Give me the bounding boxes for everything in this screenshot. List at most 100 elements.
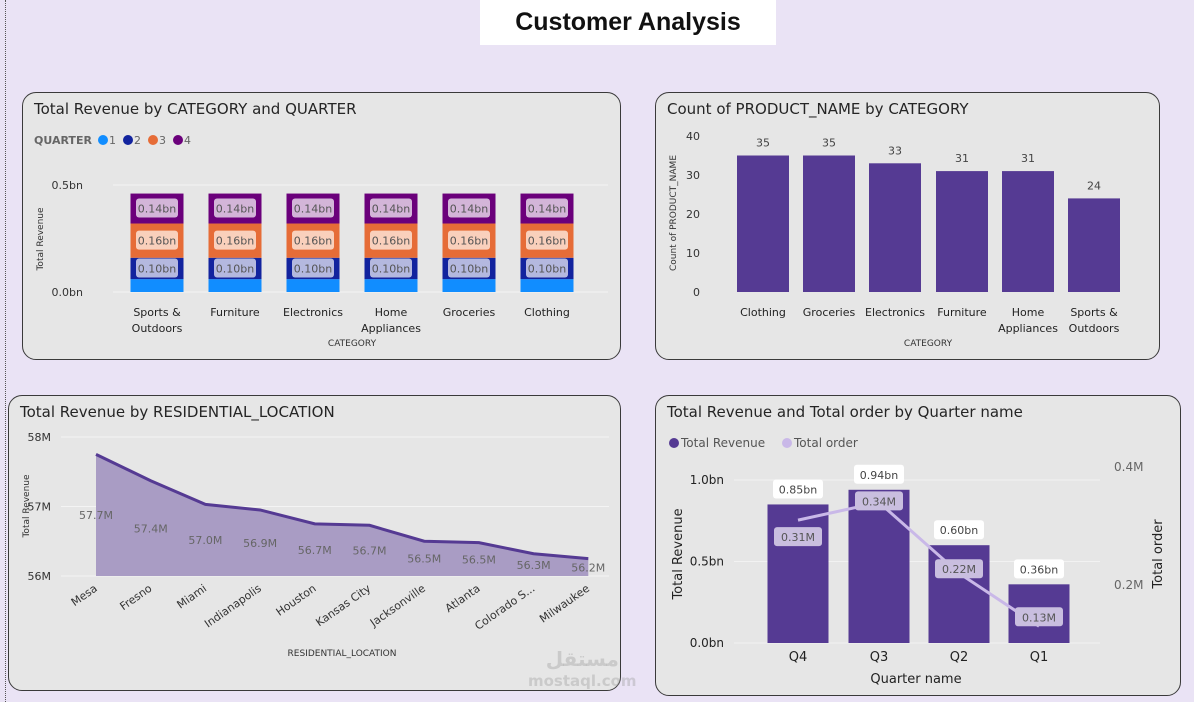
bar	[936, 171, 988, 292]
data-label: 0.14bn	[138, 203, 176, 216]
x-tick-label: Appliances	[361, 322, 421, 335]
data-label: 0.14bn	[216, 203, 254, 216]
x-tick-label: Furniture	[937, 306, 987, 319]
data-label-bg	[855, 491, 903, 511]
data-label-bg	[370, 230, 412, 250]
x-tick-label: Sports &	[1070, 306, 1118, 319]
bar	[848, 489, 910, 643]
x-tick-label: Miami	[175, 582, 210, 612]
revenue-orders-by-quarter-chart[interactable]: Total Revenue and Total order by Quarter…	[655, 395, 1181, 696]
y-axis-title: Total Revenue	[22, 474, 32, 539]
x-tick-label: Electronics	[283, 306, 343, 319]
revenue-by-location-chart[interactable]: Total Revenue by RESIDENTIAL_LOCATION 56…	[8, 395, 621, 691]
y-tick-label: 58M	[28, 431, 52, 444]
legend-marker	[123, 135, 133, 145]
x-tick-label: Milwaukee	[537, 582, 592, 626]
x-tick-label: Clothing	[740, 306, 786, 319]
data-label-bg	[214, 230, 256, 250]
series-line	[95, 453, 589, 561]
bar-segment	[130, 279, 184, 292]
data-label-bg	[854, 464, 904, 484]
data-label-bg	[136, 198, 178, 218]
bar-segment	[520, 279, 574, 292]
data-label: 35	[756, 137, 770, 150]
x-tick-label: Jacksonville	[367, 582, 428, 630]
data-label-bg	[214, 258, 256, 278]
x-tick-label: Atlanta	[443, 582, 483, 615]
x-tick-label: Q4	[789, 650, 808, 665]
data-label-bg	[292, 258, 334, 278]
y-tick-label: 56M	[28, 570, 52, 583]
data-label-bg	[370, 198, 412, 218]
legend-marker	[173, 135, 183, 145]
legend-marker	[782, 438, 792, 448]
data-label: 57.7M	[79, 509, 113, 522]
data-label-bg	[526, 258, 568, 278]
x-axis-title: CATEGORY	[328, 339, 377, 349]
data-label: 0.14bn	[450, 203, 488, 216]
mostaql-watermark: مستقل mostaql.com	[528, 647, 637, 690]
x-tick-label: Houston	[274, 582, 319, 619]
x-tick-label: Colorado S...	[472, 582, 537, 633]
legend-marker	[148, 135, 158, 145]
x-tick-label: Indianapolis	[202, 582, 264, 631]
data-label-bg	[934, 520, 984, 540]
legend-label: Total Revenue	[680, 436, 765, 450]
x-tick-label: Electronics	[865, 306, 925, 319]
data-label-bg	[292, 230, 334, 250]
legend-label: 4	[184, 134, 191, 147]
x-tick-label: Outdoors	[1069, 322, 1120, 335]
y-tick-label: 57M	[28, 501, 52, 514]
x-tick-label: Q2	[950, 650, 969, 665]
x-tick-label: Groceries	[803, 306, 856, 319]
y-tick-label: 0.5bn	[52, 179, 83, 192]
bar	[767, 504, 829, 643]
bar	[869, 163, 921, 292]
x-tick-label: Kansas City	[313, 582, 373, 630]
x-axis-title: Quarter name	[870, 672, 961, 687]
x-tick-label: Appliances	[998, 322, 1058, 335]
data-label: 0.34M	[862, 495, 896, 508]
legend-title: QUARTER	[34, 134, 92, 147]
bar-segment	[286, 279, 340, 292]
data-label: 56.2M	[571, 561, 605, 574]
bar-segment	[208, 279, 262, 292]
x-tick-label: Outdoors	[132, 322, 183, 335]
y-tick-label: 20	[686, 208, 700, 221]
data-label: 0.16bn	[138, 235, 176, 248]
data-label: 31	[955, 152, 969, 165]
y-tick-label: 1.0bn	[690, 473, 724, 487]
y-tick-label: 0.0bn	[52, 286, 83, 299]
product-count-by-category-chart[interactable]: Count of PRODUCT_NAME by CATEGORY 0 10 20 3…	[655, 92, 1160, 360]
data-label: 0.10bn	[216, 262, 254, 275]
legend-label: 3	[159, 134, 166, 147]
y-tick-label: 0.0bn	[690, 636, 724, 650]
data-label-bg	[448, 198, 490, 218]
data-label-bg	[935, 559, 983, 579]
data-label: 0.14bn	[528, 203, 566, 216]
data-label: 0.16bn	[294, 235, 332, 248]
data-label: 0.16bn	[528, 235, 566, 248]
data-label-bg	[292, 198, 334, 218]
x-tick-label: Groceries	[443, 306, 496, 319]
y-axis-title: Count of PRODUCT_NAME	[669, 155, 679, 271]
data-label: 31	[1021, 152, 1035, 165]
x-tick-label: Sports &	[133, 306, 181, 319]
data-label-bg	[370, 258, 412, 278]
legend-label: Total order	[793, 436, 858, 450]
data-label: 57.4M	[134, 522, 168, 535]
data-label: 56.7M	[298, 544, 332, 557]
y2-tick-label: 0.2M	[1114, 578, 1143, 592]
x-tick-label: Mesa	[69, 582, 100, 609]
data-label: 0.60bn	[940, 524, 978, 537]
revenue-by-category-quarter-chart[interactable]: Total Revenue by CATEGORY and QUARTER QU…	[22, 92, 621, 360]
x-axis-title: RESIDENTIAL_LOCATION	[288, 649, 397, 659]
data-label: 0.85bn	[779, 483, 817, 496]
legend-marker	[669, 438, 679, 448]
data-label-bg	[773, 479, 823, 499]
data-label-bg	[526, 198, 568, 218]
x-tick-label: Home	[1012, 306, 1045, 319]
chart-title: Count of PRODUCT_NAME by CATEGORY	[667, 100, 969, 118]
area-fill	[96, 454, 589, 576]
y-tick-label: 0	[693, 286, 700, 299]
